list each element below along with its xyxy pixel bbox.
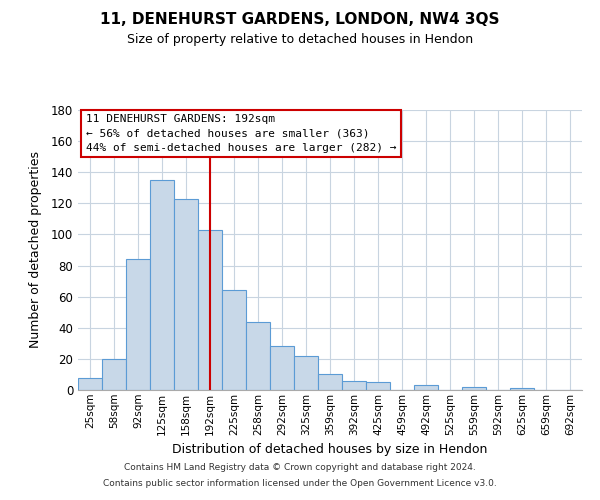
- Bar: [78, 378, 102, 390]
- Bar: [222, 290, 246, 390]
- Bar: [150, 180, 174, 390]
- Y-axis label: Number of detached properties: Number of detached properties: [29, 152, 43, 348]
- Bar: [246, 322, 270, 390]
- Bar: [126, 260, 150, 390]
- Bar: [294, 356, 318, 390]
- Bar: [510, 388, 534, 390]
- Text: Size of property relative to detached houses in Hendon: Size of property relative to detached ho…: [127, 32, 473, 46]
- Bar: [318, 374, 342, 390]
- Text: Contains HM Land Registry data © Crown copyright and database right 2024.: Contains HM Land Registry data © Crown c…: [124, 464, 476, 472]
- Bar: [174, 198, 198, 390]
- Bar: [342, 380, 366, 390]
- Bar: [366, 382, 390, 390]
- Bar: [198, 230, 222, 390]
- Text: Contains public sector information licensed under the Open Government Licence v3: Contains public sector information licen…: [103, 478, 497, 488]
- Bar: [414, 386, 438, 390]
- Bar: [462, 387, 486, 390]
- Bar: [102, 359, 126, 390]
- Text: 11 DENEHURST GARDENS: 192sqm
← 56% of detached houses are smaller (363)
44% of s: 11 DENEHURST GARDENS: 192sqm ← 56% of de…: [86, 114, 396, 153]
- Bar: [270, 346, 294, 390]
- X-axis label: Distribution of detached houses by size in Hendon: Distribution of detached houses by size …: [172, 443, 488, 456]
- Text: 11, DENEHURST GARDENS, LONDON, NW4 3QS: 11, DENEHURST GARDENS, LONDON, NW4 3QS: [100, 12, 500, 28]
